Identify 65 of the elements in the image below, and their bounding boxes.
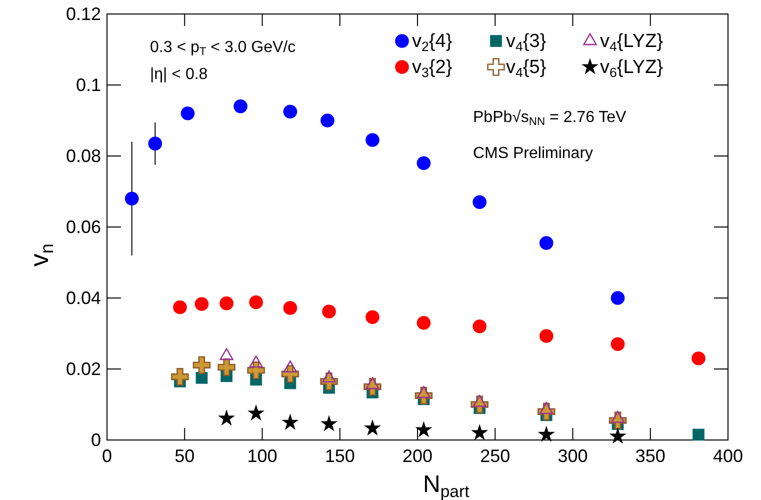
point (609, 427, 626, 444)
x-tick-label: 50 (174, 446, 195, 466)
point (416, 156, 431, 170)
point (538, 426, 555, 442)
point (472, 195, 487, 210)
point (194, 297, 209, 311)
x-tick-label: 250 (480, 446, 510, 466)
x-tick-label: 300 (558, 446, 588, 466)
point (320, 415, 338, 432)
point (415, 421, 432, 438)
point (173, 300, 187, 314)
point (283, 104, 298, 119)
point (366, 310, 380, 324)
point (539, 236, 554, 250)
point (248, 404, 265, 421)
point (234, 99, 248, 114)
annotation: 0.3 < p$_{T}$ < 3.0 GeV/c (150, 39, 296, 58)
point (283, 301, 298, 315)
point (416, 316, 431, 330)
legend-label: v$_{4}${5} (506, 57, 546, 80)
point (282, 414, 299, 430)
point (364, 419, 381, 436)
y-tick-label: 0.06 (66, 217, 101, 237)
y-tick-label: 0.08 (66, 146, 101, 166)
annotation: |η| < 0.8 (150, 66, 208, 83)
point (247, 362, 265, 380)
legend-label: v$_{2}${4} (412, 31, 452, 54)
x-tick-label: 200 (402, 446, 433, 466)
y-tick-label: 0.04 (66, 288, 101, 308)
legend-label: v$_{4}${LYZ} (600, 31, 664, 54)
y-tick-label: 0.1 (76, 75, 101, 95)
point (539, 329, 554, 343)
annotation: CMS Preliminary (473, 145, 594, 162)
x-tick-label: 350 (635, 446, 666, 466)
point (249, 295, 263, 310)
point (366, 133, 380, 147)
point (148, 136, 162, 150)
point (692, 428, 704, 441)
point (322, 304, 336, 318)
point (692, 351, 706, 366)
point (220, 296, 234, 310)
point (471, 424, 488, 440)
y-tick-label: 0 (90, 430, 101, 450)
legend-label: v$_{4}${3} (506, 31, 546, 54)
point (124, 192, 139, 206)
point (218, 409, 236, 426)
point (610, 291, 625, 305)
point (472, 320, 487, 334)
x-tick-label: 150 (324, 446, 355, 466)
point (220, 348, 234, 360)
point (180, 106, 195, 120)
legend-label: v$_{3}${2} (412, 57, 452, 80)
legend-label: v$_{6}${LYZ} (600, 57, 664, 80)
annotation: PbPb√s$_{NN}$ = 2.76 TeV (473, 109, 627, 128)
point (249, 356, 263, 368)
point (218, 358, 236, 376)
y-tick-label: 0.02 (66, 359, 101, 379)
point (610, 337, 625, 352)
point (192, 356, 211, 374)
point (283, 360, 298, 373)
y-tick-label: 0.12 (66, 4, 101, 24)
x-tick-label: 400 (712, 446, 744, 466)
point (171, 368, 189, 386)
point (320, 114, 334, 128)
x-tick-label: 100 (247, 446, 278, 466)
